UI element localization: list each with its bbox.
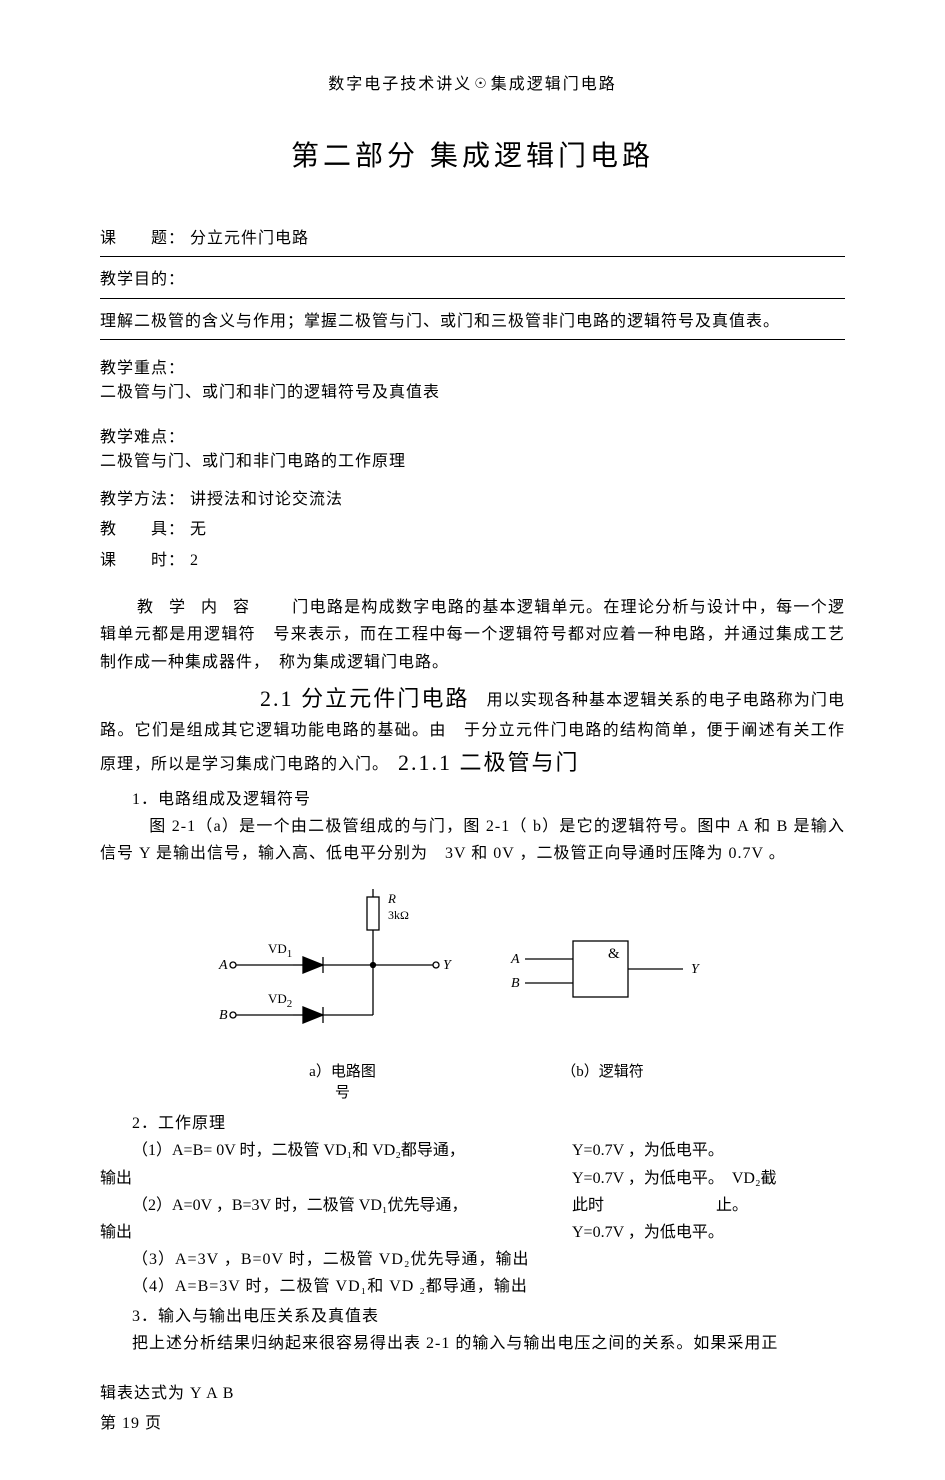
p1-body: 图 2-1（a）是一个由二极管组成的与门，图 2-1（ b）是它的逻辑符号。图中… bbox=[100, 813, 845, 867]
svg-text:3kΩ: 3kΩ bbox=[388, 908, 409, 922]
content-label: 教 学 内 容 bbox=[100, 594, 292, 621]
circuit-diagram-svg: A VD1 B VD2 bbox=[213, 885, 733, 1055]
footer-area: 辑表达式为 Y A B 第 19 页 bbox=[100, 1379, 845, 1440]
caption-a-line1: a）电路图 bbox=[243, 1060, 443, 1081]
tools-label: 教 具： bbox=[100, 521, 185, 538]
node-b-label: B bbox=[219, 1008, 228, 1023]
figure-captions: a）电路图 号 （b）逻辑符 bbox=[213, 1060, 733, 1102]
node-a-label: A bbox=[218, 958, 228, 973]
wp-4b: Y=0.7V ，为低电平。 bbox=[572, 1219, 822, 1246]
content-body: 教 学 内 容门电路是构成数字电路的基本逻辑单元。在理论分析与设计中，每一个逻辑… bbox=[100, 594, 845, 1357]
field-difficult-value: 二极管与门、或门和非门电路的工作原理 bbox=[100, 447, 845, 477]
header-sep-icon: ☉ bbox=[472, 77, 491, 92]
tools-value: 无 bbox=[190, 521, 207, 538]
field-goal-value: 理解二极管的含义与作用；掌握二极管与门、或门和三极管非门电路的逻辑符号及真值表。 bbox=[100, 307, 845, 337]
topic-label: 课 题： bbox=[100, 224, 185, 254]
divider bbox=[100, 339, 845, 340]
svg-text:B: B bbox=[511, 976, 520, 991]
svg-text:A: A bbox=[510, 952, 520, 967]
working-principle-lines: （1）A=B= 0V 时，二极管 VD₁和 VD₂都导通， Y=0.7V ，为低… bbox=[132, 1137, 845, 1246]
field-hours: 课 时： 2 bbox=[100, 546, 845, 576]
field-method: 教学方法： 讲授法和讨论交流法 bbox=[100, 485, 845, 515]
sec-2-1-1-title: 2.1.1 二极管与门 bbox=[398, 750, 580, 775]
caption-b: （b）逻辑符 bbox=[503, 1060, 703, 1081]
wp-3b: 此时 止。 bbox=[572, 1192, 822, 1219]
field-goal-label: 教学目的： bbox=[100, 265, 845, 295]
topic-value: 分立元件门电路 bbox=[190, 230, 309, 247]
node-y-label: Y bbox=[443, 958, 453, 973]
wp-1b: Y=0.7V ，为低电平。 bbox=[572, 1137, 822, 1164]
sec-2-1-title: 2.1 分立元件门电路 bbox=[260, 686, 470, 711]
logic-expression: 辑表达式为 Y A B bbox=[100, 1379, 845, 1409]
intro-paragraph: 教 学 内 容门电路是构成数字电路的基本逻辑单元。在理论分析与设计中，每一个逻辑… bbox=[100, 594, 845, 676]
svg-text:VD2: VD2 bbox=[268, 991, 292, 1010]
svg-text:R: R bbox=[387, 891, 396, 906]
divider bbox=[100, 256, 845, 257]
field-focus-value: 二极管与门、或门和非门的逻辑符号及真值表 bbox=[100, 378, 845, 408]
and-gate-symbol: & bbox=[608, 946, 620, 962]
svg-text:VD1: VD1 bbox=[268, 941, 292, 960]
wp-1a: （1）A=B= 0V 时，二极管 VD₁和 VD₂都导通， bbox=[132, 1137, 562, 1164]
p2-title: 2．工作原理 bbox=[132, 1110, 845, 1137]
header-right: 集成逻辑门电路 bbox=[491, 76, 617, 93]
page-number: 第 19 页 bbox=[100, 1409, 845, 1439]
field-difficult-label: 教学难点： bbox=[100, 423, 845, 447]
divider bbox=[100, 298, 845, 299]
wp-2b: Y=0.7V ，为低电平。 VD₂截 bbox=[572, 1165, 822, 1192]
p1-title: 1．电路组成及逻辑符号 bbox=[132, 786, 845, 813]
section-2-1: 2.1 分立元件门电路 用以实现各种基本逻辑关系的电子电路称为门电路。它们是组成… bbox=[100, 680, 845, 782]
svg-text:Y: Y bbox=[691, 962, 701, 977]
running-header: 数字电子技术讲义☉集成逻辑门电路 bbox=[100, 70, 845, 94]
p3-body: 把上述分析结果归纳起来很容易得出表 2-1 的输入与输出电压之间的关系。如果采用… bbox=[132, 1330, 845, 1357]
field-topic: 课 题： 分立元件门电路 bbox=[100, 224, 845, 254]
hours-label: 课 时： bbox=[100, 552, 185, 569]
hours-value: 2 bbox=[190, 552, 199, 569]
header-left: 数字电子技术讲义 bbox=[328, 76, 472, 93]
page: 数字电子技术讲义☉集成逻辑门电路 第二部分 集成逻辑门电路 课 题： 分立元件门… bbox=[0, 0, 945, 1480]
wp-4a: 输出 bbox=[100, 1219, 562, 1246]
field-focus-label: 教学重点： bbox=[100, 354, 845, 378]
wp-2a: 输出 bbox=[100, 1165, 562, 1192]
wp-3a: （2）A=0V ，B=3V 时，二极管 VD₁优先导通， bbox=[132, 1192, 562, 1219]
p3-title: 3．输入与输出电压关系及真值表 bbox=[132, 1303, 845, 1330]
wp-6: （4）A=B=3V 时，二极管 VD₁和 VD ₂都导通，输出 bbox=[132, 1273, 845, 1300]
document-title: 第二部分 集成逻辑门电路 bbox=[100, 134, 845, 174]
method-label: 教学方法： bbox=[100, 491, 185, 508]
field-tools: 教 具： 无 bbox=[100, 515, 845, 545]
wp-5: （3）A=3V ，B=0V 时，二极管 VD₂优先导通，输出 bbox=[132, 1246, 845, 1273]
caption-a-line2: 号 bbox=[243, 1081, 443, 1102]
method-value: 讲授法和讨论交流法 bbox=[190, 491, 343, 508]
figure-2-1: A VD1 B VD2 bbox=[213, 885, 733, 1102]
